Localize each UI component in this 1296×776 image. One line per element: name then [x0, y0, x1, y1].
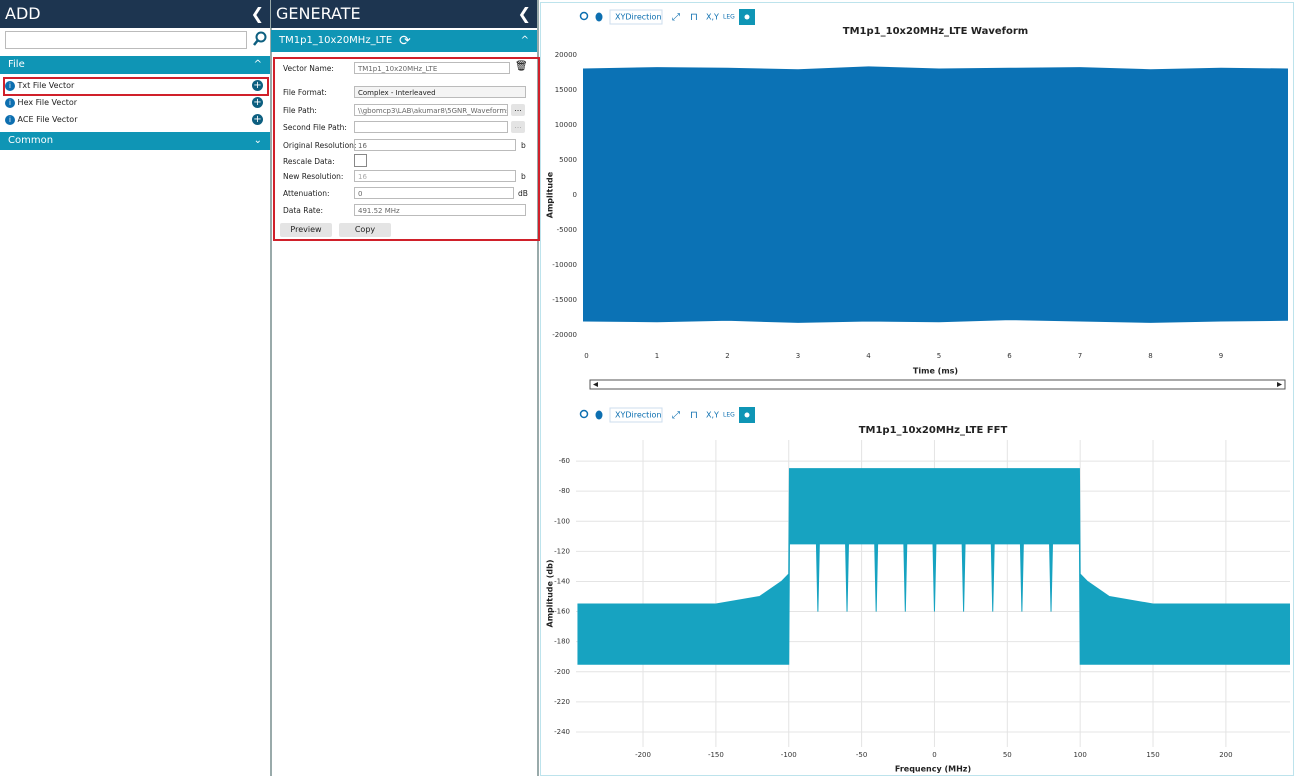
- field-label: Vector Name:: [283, 64, 334, 73]
- field-label: Original Resolution:: [283, 141, 357, 150]
- field-label: Attenuation:: [283, 189, 330, 198]
- common-section[interactable]: Common ⌄: [0, 132, 270, 150]
- chevron: ⌄: [253, 135, 262, 146]
- add-title: ADD: [5, 4, 41, 23]
- field-label: Rescale Data:: [283, 157, 335, 166]
- vector-item[interactable]: i Txt File Vector +: [5, 78, 267, 94]
- unit: b: [521, 141, 526, 150]
- item-label: ACE File Vector: [17, 115, 78, 124]
- add-icon[interactable]: +: [252, 97, 263, 108]
- data-rate-input[interactable]: 491.52 MHz: [354, 204, 526, 216]
- copy-button[interactable]: Copy: [339, 223, 391, 237]
- collapse-icon[interactable]: ❮: [517, 4, 531, 23]
- item-label: Txt File Vector: [17, 81, 75, 90]
- delete-icon[interactable]: 🗑: [515, 61, 528, 72]
- vector-name-input[interactable]: TM1p1_10x20MHz_LTE: [354, 62, 510, 74]
- vector-tab-title: TM1p1_10x20MHz_LTE: [279, 35, 393, 46]
- file-format-select[interactable]: Complex - Interleaved: [354, 86, 526, 98]
- generate-header: GENERATE ❮: [271, 0, 537, 28]
- selection-box: [3, 77, 269, 96]
- chart-area: [540, 2, 1294, 776]
- chevron: ^: [253, 59, 262, 70]
- search-icon[interactable]: [252, 31, 268, 47]
- file-path-input[interactable]: \\gbomcp3\LAB\akumar8\5GNR_Waveforms\: [354, 104, 508, 116]
- field-label: File Format:: [283, 88, 327, 97]
- item-label: Hex File Vector: [17, 98, 78, 107]
- info-icon: i: [5, 97, 15, 108]
- search-box[interactable]: [5, 31, 247, 49]
- vector-item[interactable]: i Hex File Vector +: [5, 95, 267, 111]
- field-label: New Resolution:: [283, 172, 344, 181]
- browse-button[interactable]: ...: [511, 121, 525, 133]
- generate-panel: GENERATE ❮ TM1p1_10x20MHz_LTE ⟳ ^ Vector…: [271, 0, 540, 776]
- second-file-path-input[interactable]: [354, 121, 508, 133]
- field-label: Second File Path:: [283, 123, 347, 132]
- info-icon: i: [5, 114, 15, 125]
- vector-tab[interactable]: TM1p1_10x20MHz_LTE ⟳ ^: [271, 30, 537, 52]
- add-header: ADD ❮: [0, 0, 270, 28]
- attenuation-input[interactable]: 0: [354, 187, 514, 199]
- add-icon[interactable]: +: [252, 114, 263, 125]
- file-section-title: File: [8, 59, 25, 70]
- rescale-checkbox[interactable]: [354, 154, 367, 167]
- generate-title: GENERATE: [276, 4, 361, 23]
- add-panel: ADD ❮ File ^ i Txt File Vector + i Hex File…: [0, 0, 272, 776]
- common-section-title: Common: [8, 135, 54, 146]
- preview-button[interactable]: Preview: [280, 223, 332, 237]
- add-icon[interactable]: +: [252, 80, 263, 91]
- vector-item[interactable]: i ACE File Vector +: [5, 112, 267, 128]
- unit: b: [521, 172, 526, 181]
- field-label: Data Rate:: [283, 206, 324, 215]
- unit: dB: [518, 189, 528, 198]
- refresh-icon[interactable]: ⟳: [399, 33, 411, 49]
- file-section[interactable]: File ^: [0, 56, 270, 74]
- new-resolution-input[interactable]: 16: [354, 170, 516, 182]
- field-label: File Path:: [283, 106, 317, 115]
- browse-button[interactable]: ...: [511, 104, 525, 116]
- info-icon: i: [5, 80, 15, 91]
- original-resolution-input[interactable]: 16: [354, 139, 516, 151]
- form-box: Vector Name: TM1p1_10x20MHz_LTE 🗑 File F…: [273, 57, 540, 241]
- collapse-icon[interactable]: ❮: [250, 4, 264, 23]
- chevron: ^: [520, 35, 529, 46]
